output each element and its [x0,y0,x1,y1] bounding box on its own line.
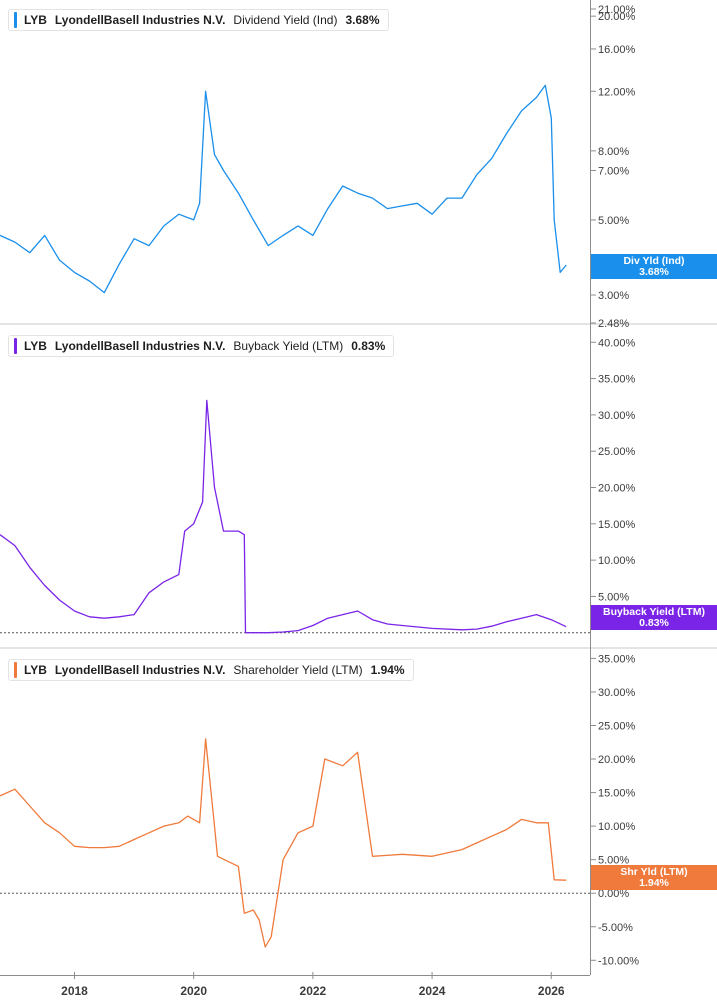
y-tick-label: 25.00% [598,721,636,733]
metric-name: Dividend Yield (Ind) [233,13,338,27]
x-tick-label: 2026 [538,984,565,998]
y-tick-label: 25.00% [598,446,636,458]
metric-value: 0.83% [351,339,386,353]
series-color-swatch [14,662,17,678]
series-color-swatch [14,12,17,28]
y-tick-label: 3.00% [598,290,629,302]
y-tick-label: 20.00% [598,11,636,23]
series-line [0,84,567,294]
company-name: LyondellBasell Industries N.V. [54,13,226,27]
ticker-label: LYB [24,339,47,353]
y-tick-label: 8.00% [598,146,629,158]
company-name: LyondellBasell Industries N.V. [54,339,226,353]
company-name: LyondellBasell Industries N.V. [54,663,226,677]
ticker-label: LYB [24,663,47,677]
x-tick-label: 2022 [300,984,327,998]
series-line [0,399,567,634]
metric-name: Shareholder Yield (LTM) [233,663,363,677]
metric-value: 1.94% [370,663,405,677]
y-tick-label: 16.00% [598,44,636,56]
y-tick-label: -5.00% [598,922,633,934]
last-value-tag-dividend: Div Yld (Ind) 3.68% [591,254,717,279]
y-tick-label: 21.00% [598,4,636,16]
tag-value: 3.68% [639,266,669,278]
y-tick-label: 15.00% [598,519,636,531]
y-tick-label: 20.00% [598,754,636,766]
y-tick-label: 5.00% [598,591,629,603]
y-tick-label: 12.00% [598,86,636,98]
y-tick-label: 5.00% [598,855,629,867]
tag-value: 1.94% [639,877,669,889]
tag-value: 0.83% [639,617,669,629]
tag-label: Div Yld (Ind) [623,255,685,267]
y-tick-label: 30.00% [598,687,636,699]
metric-value: 3.68% [345,13,380,27]
ticker-label: LYB [24,13,47,27]
legend-dividend-yield: LYB LyondellBasell Industries N.V. Divid… [8,9,389,31]
x-tick-label: 2018 [61,984,88,998]
last-value-tag-buyback: Buyback Yield (LTM) 0.83% [591,605,717,630]
y-tick-label: 30.00% [598,410,636,422]
y-tick-label: 35.00% [598,653,636,665]
series-line [0,738,567,948]
last-value-tag-shareholder: Shr Yld (LTM) 1.94% [591,865,717,890]
tag-label: Shr Yld (LTM) [620,866,688,878]
y-tick-label: 7.00% [598,165,629,177]
legend-shareholder-yield: LYB LyondellBasell Industries N.V. Share… [8,659,414,681]
y-tick-label: -10.00% [598,955,639,967]
metric-name: Buyback Yield (LTM) [233,339,344,353]
x-tick-label: 2020 [180,984,207,998]
y-tick-label: 0.00% [598,888,629,900]
tag-label: Buyback Yield (LTM) [603,606,705,618]
y-tick-label: 5.00% [598,215,629,227]
y-tick-label: 10.00% [598,555,636,567]
x-tick-label: 2024 [419,984,446,998]
y-tick-label: 2.48% [598,318,629,330]
series-color-swatch [14,338,17,354]
y-tick-label: 15.00% [598,788,636,800]
y-tick-label: 35.00% [598,374,636,386]
legend-buyback-yield: LYB LyondellBasell Industries N.V. Buyba… [8,335,395,357]
y-tick-label: 10.00% [598,821,636,833]
y-tick-label: 20.00% [598,483,636,495]
y-tick-label: 40.00% [598,337,636,349]
